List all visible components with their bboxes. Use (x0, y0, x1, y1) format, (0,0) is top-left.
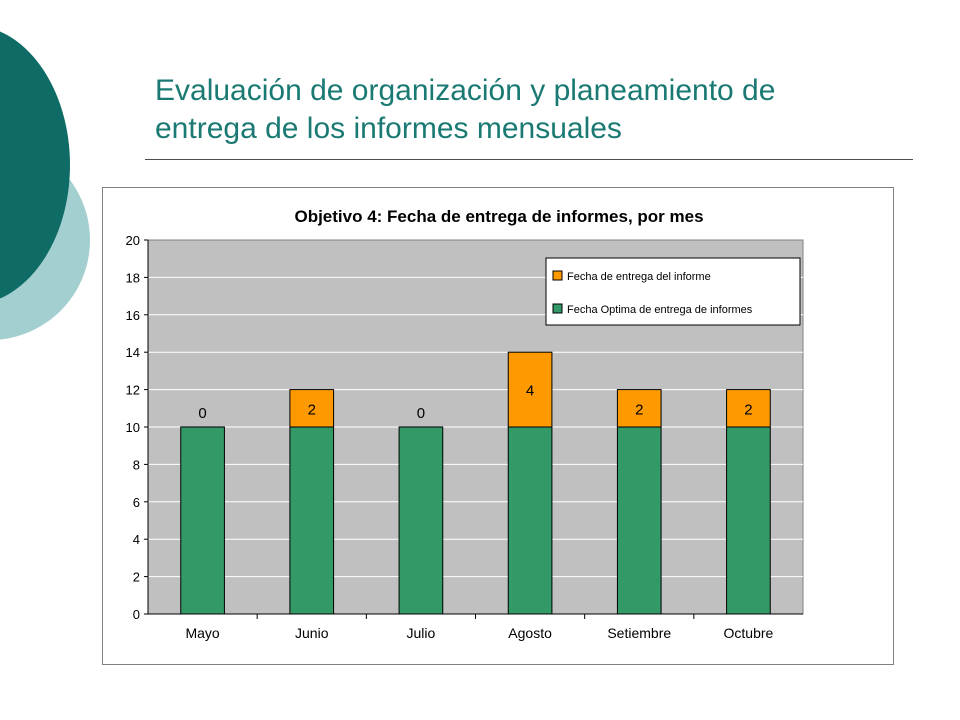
x-tick-label: Octubre (724, 625, 774, 641)
y-tick-label: 6 (133, 495, 140, 510)
slide-title: Evaluación de organización y planeamient… (155, 72, 915, 148)
data-label: 2 (635, 401, 643, 418)
bar-chart: Objetivo 4: Fecha de entrega de informes… (126, 207, 804, 641)
legend-label: Fecha Optima de entrega de informes (567, 304, 753, 316)
bar-optimal (180, 426, 225, 615)
y-tick-label: 20 (126, 233, 140, 248)
data-label: 2 (308, 401, 316, 418)
x-tick-label: Agosto (508, 625, 552, 641)
slide-title-line-2: entrega de los informes mensuales (155, 112, 622, 145)
x-tick-label: Setiembre (607, 625, 671, 641)
bar-delivery (507, 351, 553, 428)
y-tick-label: 10 (126, 420, 140, 435)
legend-swatch (552, 270, 563, 281)
y-tick-label: 4 (133, 532, 140, 547)
slide-title-line-1: Evaluación de organización y planeamient… (155, 74, 776, 107)
bar-delivery (289, 389, 335, 428)
y-tick-label: 14 (126, 345, 140, 360)
title-rule (145, 159, 913, 160)
y-tick-label: 18 (126, 270, 140, 285)
decorative-circles (0, 31, 90, 340)
y-tick-label: 16 (126, 308, 140, 323)
chart-container: Objetivo 4: Fecha de entrega de informes… (102, 187, 894, 665)
y-tick-label: 12 (126, 383, 140, 398)
x-tick-label: Mayo (185, 625, 219, 641)
chart-title: Objetivo 4: Fecha de entrega de informes… (294, 207, 703, 226)
x-tick-label: Julio (407, 625, 436, 641)
bar-optimal (507, 426, 553, 615)
x-tick-label: Junio (295, 625, 329, 641)
bar-optimal (289, 426, 335, 615)
bar-optimal (398, 426, 444, 615)
dark-circle (0, 31, 70, 299)
legend (545, 257, 801, 326)
legend-swatch (552, 303, 563, 314)
y-tick-label: 8 (133, 457, 140, 472)
bar-optimal (616, 426, 662, 615)
bar-optimal (726, 426, 771, 615)
y-tick-label: 0 (133, 607, 140, 622)
data-label: 2 (744, 401, 752, 418)
bar-delivery (726, 389, 771, 428)
bar-delivery (616, 389, 662, 428)
legend-label: Fecha de entrega del informe (567, 271, 711, 283)
data-label: 0 (198, 405, 206, 422)
data-label: 0 (417, 405, 425, 422)
y-tick-label: 2 (133, 570, 140, 585)
data-label: 4 (526, 383, 534, 400)
